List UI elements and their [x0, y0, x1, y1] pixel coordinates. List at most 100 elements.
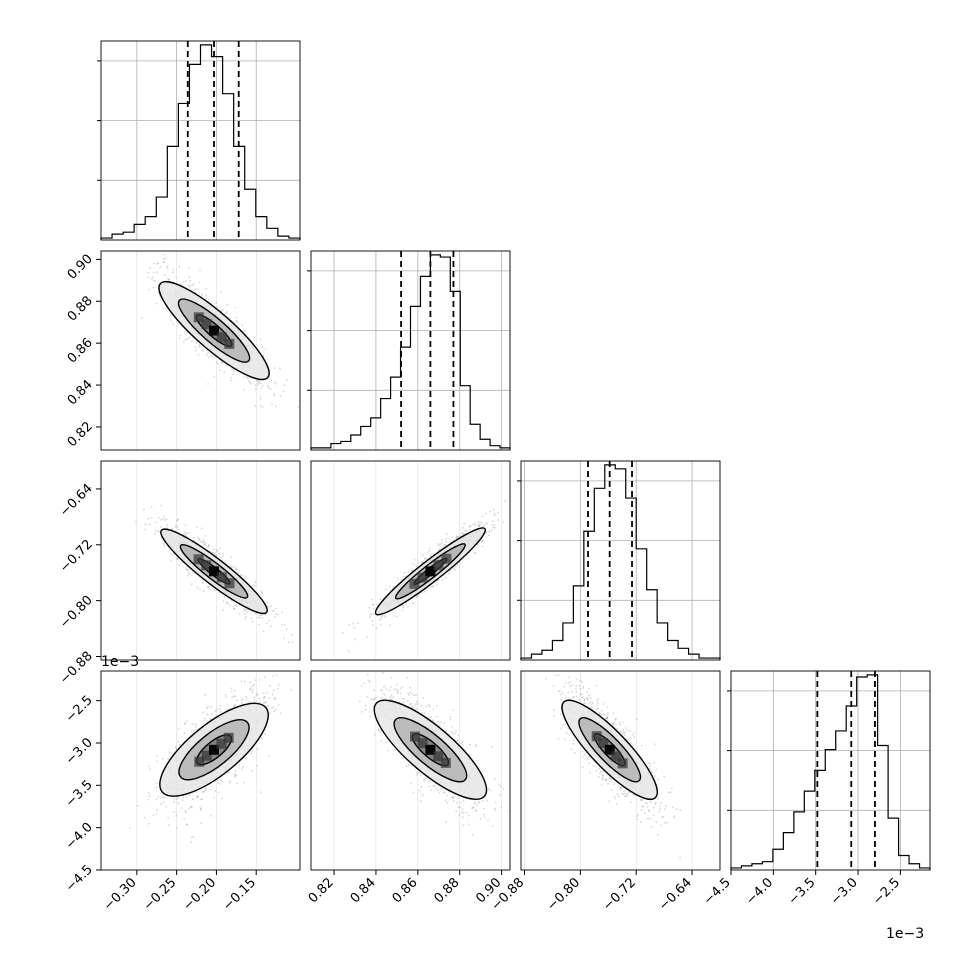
scatter-point: [184, 531, 187, 533]
scatter-point: [587, 695, 590, 697]
scatter-point: [563, 685, 566, 688]
scatter-point: [154, 279, 157, 282]
scatter-point: [256, 748, 259, 750]
scatter-point: [188, 807, 190, 810]
scatter-point: [236, 321, 239, 323]
scatter-point: [197, 354, 200, 356]
scatter-point: [191, 723, 194, 725]
scatter-point: [600, 784, 603, 786]
scatter-point: [579, 693, 582, 695]
scatter-point: [233, 689, 236, 692]
scatter-point: [373, 734, 376, 736]
scatter-point: [377, 728, 380, 731]
scatter-point: [204, 693, 207, 696]
scatter-point: [230, 687, 233, 690]
scatter-point: [479, 520, 482, 523]
scatter-point: [176, 518, 179, 520]
scatter-point: [187, 568, 190, 571]
scatter-point: [361, 711, 363, 713]
scatter-point: [401, 698, 403, 700]
scatter-point: [659, 808, 661, 810]
scatter-point: [147, 517, 150, 520]
scatter-point: [263, 696, 266, 699]
scatter-point: [156, 262, 159, 265]
scatter-point: [163, 797, 166, 799]
scatter-point: [175, 798, 178, 801]
scatter-point: [438, 547, 441, 550]
scatter-point: [477, 801, 480, 804]
scatter-point: [491, 825, 494, 827]
scatter-point: [389, 698, 391, 700]
scatter-point: [474, 522, 476, 524]
scatter-point: [194, 723, 197, 726]
scatter-point: [455, 536, 458, 539]
scatter-point: [196, 795, 199, 797]
scatter-point: [363, 682, 366, 685]
scatter-point: [262, 697, 265, 700]
scatter-point: [168, 279, 171, 281]
scatter-point: [209, 718, 212, 721]
scatter-point: [390, 694, 393, 696]
scatter-point: [452, 732, 455, 735]
scatter-point: [275, 405, 277, 408]
scatter-point: [200, 798, 203, 801]
hist-panel-3: [727, 670, 931, 871]
scatter-point: [224, 693, 227, 696]
scatter-point: [659, 805, 661, 808]
scatter-point: [484, 816, 486, 819]
scatter-point: [445, 540, 447, 543]
scatter-point: [640, 798, 642, 801]
scatter-point: [241, 768, 243, 771]
density-cell-1-0-1: [201, 318, 212, 329]
scatter-point: [151, 277, 153, 280]
scatter-point: [197, 536, 200, 539]
scatter-point: [166, 524, 169, 527]
scatter-point: [136, 804, 139, 807]
scatter-point: [144, 523, 147, 526]
scatter-point: [389, 686, 392, 688]
scatter-point: [515, 844, 517, 846]
scatter-point: [177, 802, 180, 805]
scatter-point: [401, 609, 404, 612]
scatter-point: [440, 787, 442, 790]
scatter-point: [202, 590, 205, 593]
scatter-point: [652, 814, 655, 817]
hist-frame-3: [730, 670, 931, 871]
scatter-point: [274, 382, 277, 385]
scatter-point: [613, 722, 616, 725]
scatter-point: [220, 797, 223, 800]
scatter-point: [192, 835, 195, 838]
scatter-point: [175, 276, 178, 279]
scatter-point: [428, 705, 431, 707]
scatter-point: [435, 715, 438, 718]
scatter-point: [364, 708, 367, 711]
scatter-point: [481, 545, 484, 548]
scatter-point: [619, 787, 621, 789]
scatter-point: [208, 545, 211, 547]
scatter-point: [409, 782, 412, 785]
scatter-point: [475, 744, 478, 746]
scatter-point: [234, 604, 237, 607]
scatter-point: [432, 784, 435, 787]
scatter-point: [655, 768, 658, 771]
scatter-point: [485, 531, 488, 534]
scatter-point: [215, 548, 218, 551]
scatter-point: [483, 524, 486, 527]
density-cell-3-1-3: [433, 751, 444, 762]
scatter-point: [279, 395, 282, 397]
scatter-point: [497, 783, 500, 785]
scatter-point: [418, 789, 421, 792]
scatter-point: [623, 731, 626, 734]
scatter-point: [192, 536, 195, 539]
scatter-point: [221, 781, 224, 784]
scatter-point: [479, 523, 481, 526]
hist-panel-0: [97, 40, 301, 241]
scatter-point: [251, 620, 254, 623]
scatter-point: [352, 622, 354, 625]
scatter-point: [257, 616, 259, 619]
scatter-point: [276, 613, 279, 616]
scatter-point: [168, 313, 171, 316]
scatter-point: [242, 781, 245, 784]
scatter-point: [232, 605, 235, 607]
scatter-point: [629, 730, 631, 732]
